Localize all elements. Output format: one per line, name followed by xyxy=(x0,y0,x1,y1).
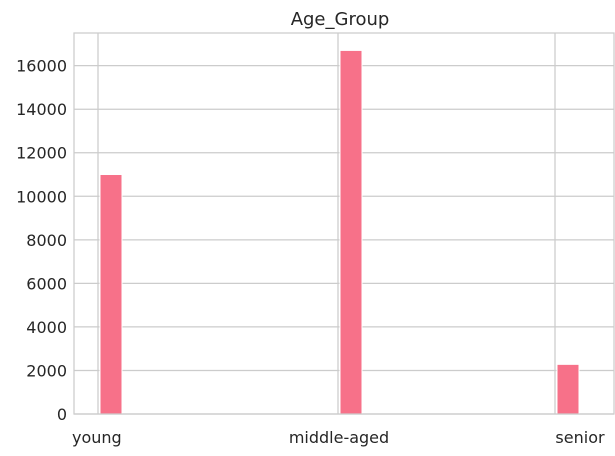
y-tick-label: 16000 xyxy=(16,57,67,76)
bars xyxy=(99,49,580,415)
y-tick-labels: 0 2000 4000 6000 8000 10000 12000 14000 16000 xyxy=(16,57,67,424)
x-tick-label: young xyxy=(72,428,122,447)
y-tick-label: 6000 xyxy=(26,274,67,293)
bar-young xyxy=(99,174,123,415)
y-tick-label: 10000 xyxy=(16,187,67,206)
y-tick-label: 12000 xyxy=(16,144,67,163)
y-tick-label: 0 xyxy=(57,405,67,424)
x-tick-labels: young middle-aged senior xyxy=(72,428,605,447)
bar-middle-aged xyxy=(339,49,363,415)
chart-title: Age_Group xyxy=(291,9,390,30)
x-tick-label: senior xyxy=(555,428,605,447)
x-tick-label: middle-aged xyxy=(289,428,389,447)
y-tick-label: 2000 xyxy=(26,361,67,380)
y-tick-label: 8000 xyxy=(26,231,67,250)
axes-frame xyxy=(73,32,615,415)
bar-senior xyxy=(556,363,580,415)
y-tick-label: 14000 xyxy=(16,100,67,119)
y-tick-label: 4000 xyxy=(26,318,67,337)
